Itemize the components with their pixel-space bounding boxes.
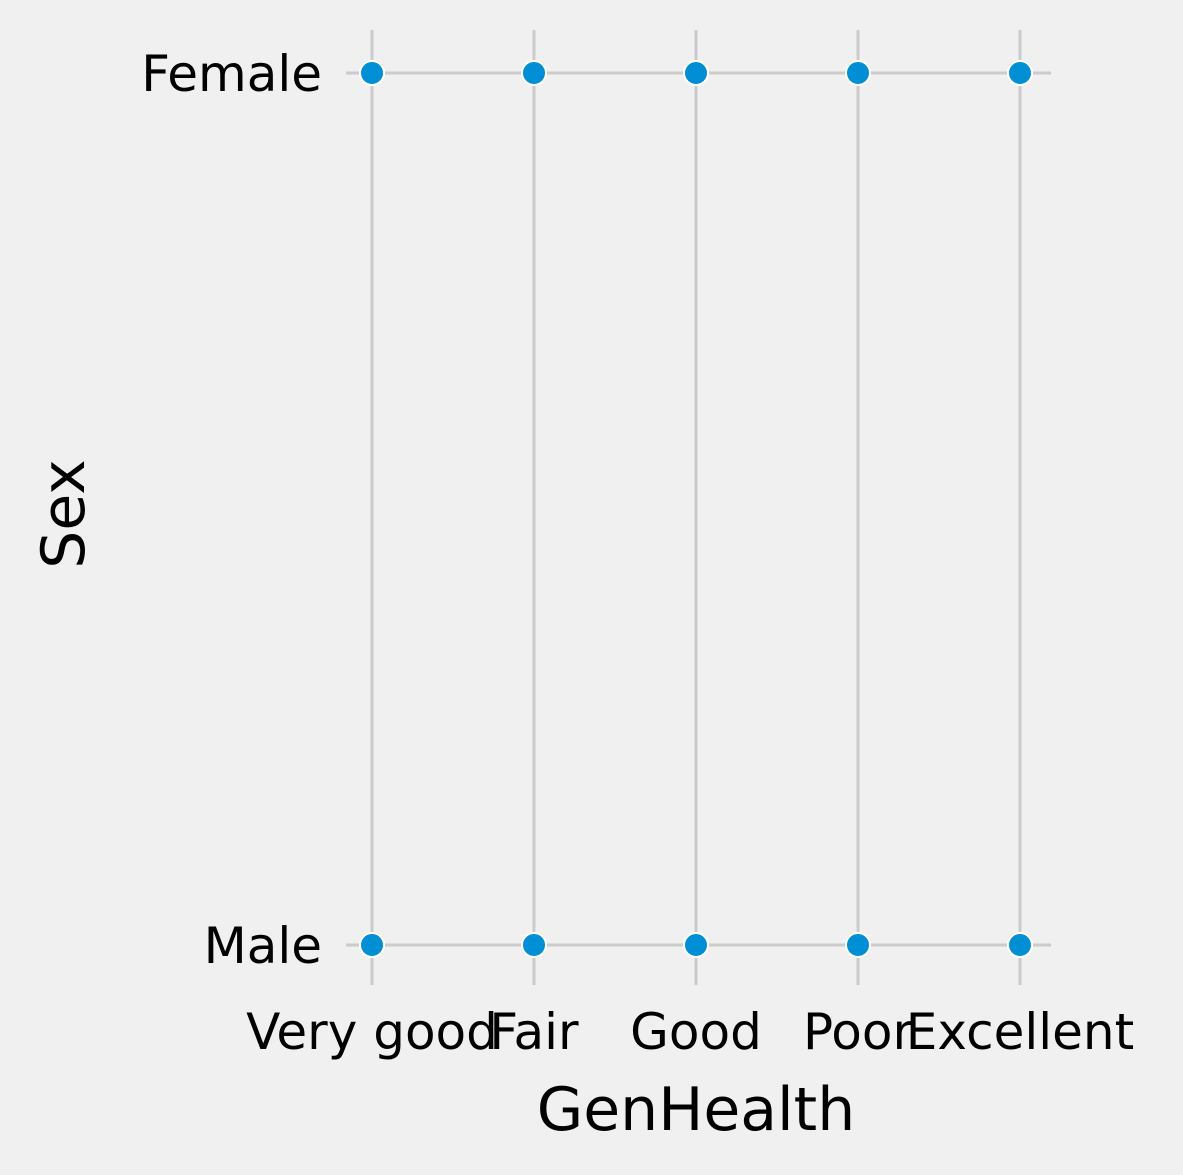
data-point-good-male — [683, 932, 709, 958]
x-tick-label-good: Good — [630, 1003, 762, 1061]
grid-lines — [346, 30, 1051, 985]
data-point-very-good-male — [359, 932, 385, 958]
y-axis-label: Sex — [29, 459, 99, 568]
data-points — [359, 60, 1033, 958]
x-axis-label: GenHealth — [537, 1075, 855, 1145]
data-point-poor-female — [845, 60, 871, 86]
data-point-excellent-female — [1007, 60, 1033, 86]
data-point-good-female — [683, 60, 709, 86]
y-tick-label-male: Male — [204, 917, 322, 975]
x-tick-label-fair: Fair — [489, 1003, 579, 1061]
data-point-fair-male — [521, 932, 547, 958]
x-tick-label-very-good: Very good — [246, 1003, 498, 1061]
y-tick-labels: Male Female — [141, 45, 322, 975]
data-point-fair-female — [521, 60, 547, 86]
x-tick-label-excellent: Excellent — [906, 1003, 1134, 1061]
y-tick-label-female: Female — [141, 45, 322, 103]
data-point-poor-male — [845, 932, 871, 958]
x-tick-label-poor: Poor — [803, 1003, 914, 1061]
data-point-excellent-male — [1007, 932, 1033, 958]
data-point-very-good-female — [359, 60, 385, 86]
